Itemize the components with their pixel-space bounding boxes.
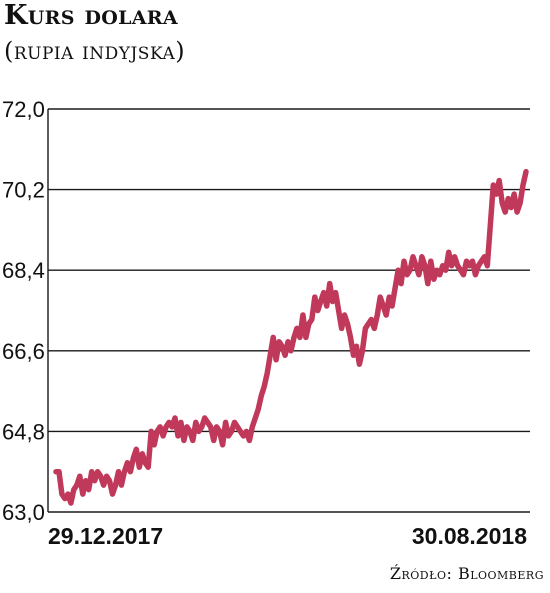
y-axis-tick-labels: 72,0 70,2 68,4 66,6 64,8 63,0 bbox=[2, 97, 45, 525]
x-tick-label-end: 30.08.2018 bbox=[412, 523, 527, 549]
y-tick-label: 63,0 bbox=[2, 500, 45, 525]
x-axis-tick-labels: 29.12.2017 30.08.2018 bbox=[48, 523, 527, 549]
y-tick-label: 72,0 bbox=[2, 97, 45, 122]
y-tick-label: 64,8 bbox=[2, 419, 45, 444]
series-line bbox=[53, 168, 529, 506]
chart-title: Kurs dolara bbox=[4, 0, 178, 31]
x-tick-label-start: 29.12.2017 bbox=[48, 523, 163, 549]
y-tick-label: 68,4 bbox=[2, 258, 45, 283]
series-lines bbox=[53, 168, 529, 506]
y-tick-label: 70,2 bbox=[2, 178, 45, 203]
chart-subtitle: (rupia indyjska) bbox=[4, 37, 186, 65]
source-note: Źródło: Bloomberg bbox=[389, 564, 544, 583]
grid-lines bbox=[47, 108, 530, 513]
y-tick-label: 66,6 bbox=[2, 339, 45, 364]
